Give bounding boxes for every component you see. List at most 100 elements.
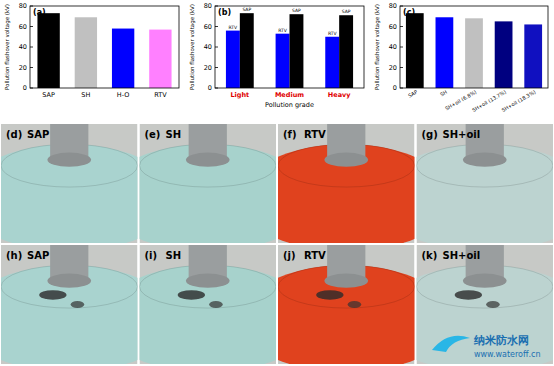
x-tick-label: Medium xyxy=(275,91,304,99)
bar xyxy=(112,29,134,88)
bar xyxy=(436,17,454,88)
watermark-url: www.wateroff.cn xyxy=(474,350,540,359)
y-tick-label: 80 xyxy=(204,2,212,10)
bar xyxy=(524,24,542,88)
photo-label: SH+oil xyxy=(443,129,481,140)
photo-image xyxy=(278,245,415,364)
y-tick xyxy=(30,47,33,48)
y-tick-label: 20 xyxy=(389,64,397,72)
panel-label: (d) xyxy=(6,129,22,140)
x-tick-label: SAP xyxy=(407,89,418,99)
metal-cap-rim xyxy=(324,274,368,288)
watermark-name: 纳米防水网 xyxy=(473,334,529,347)
x-tick-label: RTV xyxy=(154,91,167,99)
plot-frame xyxy=(400,6,548,88)
panel-label: (g) xyxy=(422,129,438,140)
insulator-shed xyxy=(278,144,415,243)
photo-image xyxy=(278,124,415,243)
series-label: SAP xyxy=(242,7,251,12)
series-label: SAP xyxy=(342,9,351,14)
insulator-shed xyxy=(1,144,138,243)
y-tick-label: 40 xyxy=(389,43,397,51)
insulator-shed xyxy=(417,265,554,364)
photo: (k)SH+oil xyxy=(378,245,554,366)
y-tick-label: 0 xyxy=(208,84,212,92)
watermark: 纳米防水网 www.wateroff.cn xyxy=(432,334,540,359)
panel-title: (b) xyxy=(218,8,231,17)
y-tick-label: 20 xyxy=(19,64,27,72)
figure: 0 20 40 60 80 Pollution flashover voltage (kV… xyxy=(0,0,554,366)
y-tick-label: 80 xyxy=(389,2,397,10)
series-label: RTV xyxy=(229,25,239,30)
panel-label: (e) xyxy=(145,129,161,140)
plot-frame xyxy=(215,6,364,88)
bars xyxy=(406,13,542,88)
y-axis-label: Pollution flashover voltage (kV) xyxy=(189,4,196,90)
y-tick xyxy=(400,67,403,68)
photo-image xyxy=(1,124,138,243)
insulator-shed xyxy=(278,265,415,364)
flashover-trace xyxy=(348,301,362,308)
metal-cap-rim xyxy=(186,153,230,167)
bar xyxy=(290,14,304,88)
bar xyxy=(276,34,290,88)
y-tick xyxy=(215,47,218,48)
photo-label: RTV xyxy=(304,129,326,140)
flashover-trace xyxy=(39,290,66,300)
x-tick-label: SAP xyxy=(42,91,55,99)
bar xyxy=(465,18,483,88)
panel-label: (i) xyxy=(145,250,158,261)
photo-label: SH xyxy=(166,250,182,261)
chart: 020406080Pollution flashover voltage (kV… xyxy=(374,2,548,113)
x-tick-label: SH xyxy=(81,91,90,99)
x-axis-label: Pollution grade xyxy=(265,101,314,109)
x-tick-label: Heavy xyxy=(328,91,351,99)
y-tick xyxy=(30,67,33,68)
insulator-shed xyxy=(1,265,138,364)
flashover-trace xyxy=(71,301,85,308)
y-tick-label: 40 xyxy=(204,43,212,51)
photo-image xyxy=(1,245,138,364)
series-label: RTV xyxy=(328,31,338,36)
bar xyxy=(495,21,513,88)
plot-frame xyxy=(30,6,179,88)
photo-image xyxy=(417,124,554,243)
photo-label: RTV xyxy=(304,250,326,261)
photo-label: SAP xyxy=(27,250,49,261)
y-tick-label: 40 xyxy=(19,43,27,51)
bar xyxy=(339,15,353,88)
bar xyxy=(75,17,97,88)
x-tick-label: H-O xyxy=(117,91,130,99)
panel-label: (f) xyxy=(283,129,297,140)
y-tick xyxy=(215,26,218,27)
photo-image xyxy=(140,245,277,364)
flashover-trace xyxy=(209,301,223,308)
flashover-trace xyxy=(316,290,343,300)
y-tick xyxy=(30,26,33,27)
flashover-trace xyxy=(178,290,205,300)
y-tick-label: 60 xyxy=(19,23,27,31)
photo-border xyxy=(0,123,554,366)
bars xyxy=(37,13,171,88)
photo-label: SH xyxy=(166,129,182,140)
y-tick-label: 20 xyxy=(204,64,212,72)
bar xyxy=(149,30,171,88)
series-label: RTV xyxy=(278,28,288,33)
metal-cap-rim xyxy=(186,274,230,288)
y-tick xyxy=(400,26,403,27)
photo-image xyxy=(417,245,554,364)
bar xyxy=(226,31,240,88)
y-tick-label: 0 xyxy=(393,84,397,92)
bar xyxy=(406,13,424,88)
flashover-trace xyxy=(455,290,482,300)
watermark-logo xyxy=(432,336,470,352)
bar xyxy=(37,13,59,88)
photo-label: SH+oil xyxy=(443,250,481,261)
panel-label: (j) xyxy=(283,250,296,261)
insulator-shed xyxy=(140,144,277,243)
x-tick-label: SH xyxy=(439,89,448,98)
chart: 0 20 40 60 80 Pollution flashover voltage (kV… xyxy=(189,2,364,109)
flashover-trace xyxy=(486,301,500,308)
photo-image xyxy=(140,124,277,243)
y-tick-label: 60 xyxy=(204,23,212,31)
